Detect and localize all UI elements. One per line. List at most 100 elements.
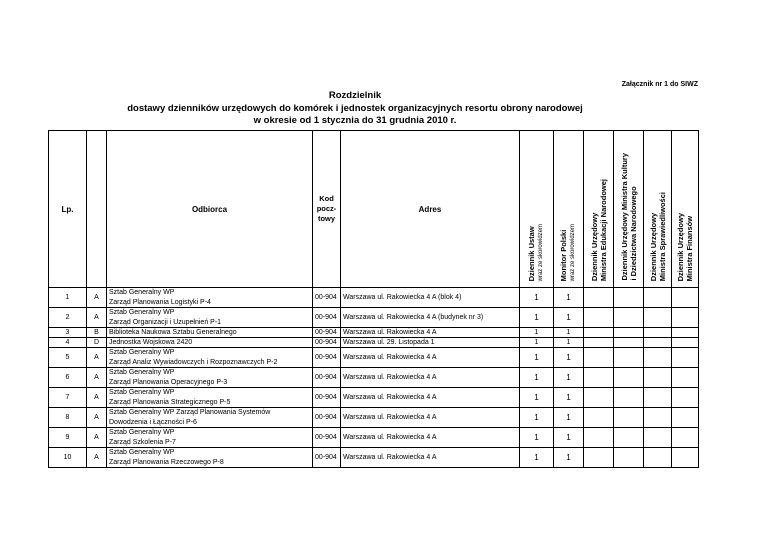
cell-dz-mkidn <box>613 327 644 338</box>
cell-dz-ms <box>643 407 672 428</box>
cell-dziennik-ustaw: 1 <box>519 407 554 428</box>
header-dz-mkidn: Dziennik Urzędowy Ministra Kultury i Dzie… <box>613 130 644 288</box>
cell-dz-ms <box>643 387 672 408</box>
cell-address: Warszawa ul. 29. Listopada 1 <box>340 337 520 348</box>
cell-postal-code: 00-904 <box>312 327 341 338</box>
cell-dz-mkidn <box>613 447 644 468</box>
cell-lp: 2 <box>48 307 87 328</box>
cell-dz-men <box>583 447 614 468</box>
cell-address: Warszawa ul. Rakowiecka 4 A <box>340 427 520 448</box>
cell-monitor-polski: 1 <box>553 447 584 468</box>
cell-recipient: Sztab Generalny WP Zarząd Planowania Oper… <box>106 367 313 388</box>
cell-postal-code: 00-904 <box>312 337 341 348</box>
cell-dz-mf <box>671 407 699 428</box>
cell-recipient: Sztab Generalny WP Zarząd Planowania Stra… <box>106 387 313 408</box>
cell-recipient: Jednostka Wojskowa 2420 <box>106 337 313 348</box>
header-dz-men: Dziennik Urzędowy Ministra Edukacji Narod… <box>583 130 614 288</box>
cell-address: Warszawa ul. Rakowiecka 4 A <box>340 407 520 428</box>
cell-category: A <box>86 387 107 408</box>
cell-dz-mf <box>671 337 699 348</box>
cell-address: Warszawa ul. Rakowiecka 4 A (budynek nr … <box>340 307 520 328</box>
header-recipient: Odbiorca <box>106 130 313 288</box>
cell-dz-ms <box>643 447 672 468</box>
cell-monitor-polski: 1 <box>553 407 584 428</box>
cell-postal-code: 00-904 <box>312 407 341 428</box>
table-row: 7 A Sztab Generalny WP Zarząd Planowania St… <box>48 387 699 408</box>
cell-recipient: Sztab Generalny WP Zarząd Planowania Logi… <box>106 287 313 308</box>
cell-lp: 9 <box>48 427 87 448</box>
cell-dz-ms <box>643 337 672 348</box>
cell-address: Warszawa ul. Rakowiecka 4 A (blok 4) <box>340 287 520 308</box>
cell-dziennik-ustaw: 1 <box>519 347 554 368</box>
cell-dz-mf <box>671 327 699 338</box>
cell-lp: 7 <box>48 387 87 408</box>
table-row: 4 D Jednostka Wojskowa 2420 00-904 Warszawa … <box>48 337 699 348</box>
cell-postal-code: 00-904 <box>312 307 341 328</box>
cell-postal-code: 00-904 <box>312 447 341 468</box>
cell-dz-ms <box>643 327 672 338</box>
cell-dz-men <box>583 407 614 428</box>
cell-monitor-polski: 1 <box>553 337 584 348</box>
cell-dz-ms <box>643 427 672 448</box>
title-line: w okresie od 1 stycznia do 31 grudnia 20… <box>253 115 457 126</box>
header-category <box>86 130 107 288</box>
annex-label: Załącznik nr 1 do SIWZ <box>621 81 698 88</box>
cell-postal-code: 00-904 <box>312 387 341 408</box>
cell-recipient: Sztab Generalny WP Zarząd Szkolenia P-7 <box>106 427 313 448</box>
cell-dz-mkidn <box>613 307 644 328</box>
cell-dz-mkidn <box>613 427 644 448</box>
header-row: Lp. Odbiorca Kod pocz-towy Adres Dzienni… <box>48 130 699 288</box>
cell-recipient: Sztab Generalny WP Zarząd Analiz Wywiadow… <box>106 347 313 368</box>
cell-dz-mf <box>671 287 699 308</box>
cell-dziennik-ustaw: 1 <box>519 337 554 348</box>
cell-dz-mf <box>671 347 699 368</box>
cell-dz-mf <box>671 427 699 448</box>
cell-lp: 5 <box>48 347 87 368</box>
cell-recipient: Sztab Generalny WP Zarząd Organizacji i U… <box>106 307 313 328</box>
cell-dz-men <box>583 327 614 338</box>
cell-lp: 10 <box>48 447 87 468</box>
cell-monitor-polski: 1 <box>553 427 584 448</box>
cell-dz-mkidn <box>613 287 644 308</box>
cell-category: A <box>86 367 107 388</box>
cell-category: D <box>86 337 107 348</box>
cell-dziennik-ustaw: 1 <box>519 387 554 408</box>
cell-dz-mf <box>671 307 699 328</box>
header-postal-code: Kod pocz-towy <box>312 130 341 288</box>
cell-monitor-polski: 1 <box>553 387 584 408</box>
cell-address: Warszawa ul. Rakowiecka 4 A <box>340 447 520 468</box>
document-title: Rozdzielnik dostawy dzienników urzędowyc… <box>0 90 710 128</box>
title-line: Rozdzielnik <box>328 90 382 101</box>
cell-dz-men <box>583 337 614 348</box>
title-line: dostawy dzienników urzędowych do komórek… <box>127 102 583 114</box>
cell-dz-mkidn <box>613 337 644 348</box>
cell-postal-code: 00-904 <box>312 367 341 388</box>
table-row: 8 A Sztab Generalny WP Zarząd Planowania S… <box>48 407 699 428</box>
cell-dz-ms <box>643 347 672 368</box>
cell-monitor-polski: 1 <box>553 327 584 338</box>
cell-address: Warszawa ul. Rakowiecka 4 A <box>340 387 520 408</box>
distribution-table: Lp. Odbiorca Kod pocz-towy Adres Dzienni… <box>48 130 699 468</box>
cell-postal-code: 00-904 <box>312 427 341 448</box>
cell-recipient: Sztab Generalny WP Zarząd Planowania Sys… <box>106 407 313 428</box>
header-lp: Lp. <box>48 130 87 288</box>
cell-dziennik-ustaw: 1 <box>519 327 554 338</box>
header-dz-ms: Dziennik Urzędowy Ministra Sprawiedliwośc… <box>643 130 672 288</box>
cell-category: A <box>86 287 107 308</box>
cell-dziennik-ustaw: 1 <box>519 367 554 388</box>
cell-lp: 8 <box>48 407 87 428</box>
cell-dz-ms <box>643 367 672 388</box>
header-monitor-polski: Monitor Polski wraz ze skorowidzem <box>553 130 584 288</box>
cell-lp: 1 <box>48 287 87 308</box>
table-row: 3 B Biblioteka Naukowa Sztabu Generalnego 0… <box>48 327 699 338</box>
cell-postal-code: 00-904 <box>312 287 341 308</box>
cell-dz-mkidn <box>613 407 644 428</box>
header-dz-mf: Dziennik Urzędowy Ministra Finansów <box>671 130 699 288</box>
table-row: 1 A Sztab Generalny WP Zarząd Planowania Lo… <box>48 287 699 308</box>
cell-dz-men <box>583 287 614 308</box>
cell-recipient: Biblioteka Naukowa Sztabu Generalnego <box>106 327 313 338</box>
cell-dz-men <box>583 427 614 448</box>
cell-lp: 3 <box>48 327 87 338</box>
cell-lp: 4 <box>48 337 87 348</box>
cell-dz-mkidn <box>613 367 644 388</box>
